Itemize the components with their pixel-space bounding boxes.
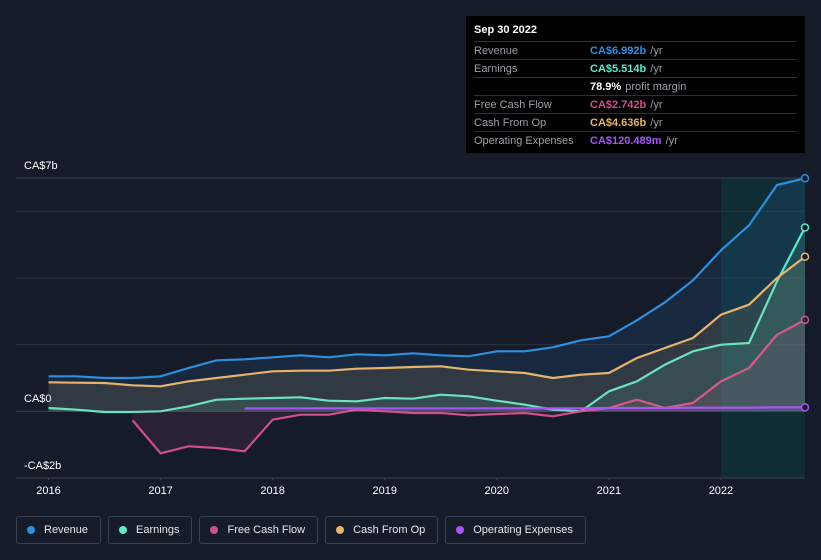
- tooltip-row: Cash From Op CA$4.636b/yr: [474, 113, 797, 131]
- legend-label: Operating Expenses: [473, 524, 573, 536]
- tooltip-value: CA$6.992b: [590, 44, 647, 57]
- x-tick-label: 2020: [485, 485, 509, 497]
- legend-item[interactable]: Revenue: [16, 516, 102, 544]
- chart: CA$7b CA$0 -CA$2b 2016 2017 2018 2019 2020 2021 2…: [16, 160, 810, 497]
- tooltip-unit: /yr: [650, 116, 663, 129]
- series-line: [48, 255, 806, 388]
- y-tick-label: -CA$2b: [24, 460, 61, 472]
- legend-label: Earnings: [136, 524, 180, 536]
- series-line: [48, 177, 806, 380]
- series-area: [132, 319, 805, 454]
- y-tick-label: CA$0: [24, 393, 52, 405]
- tooltip-unit: profit margin: [625, 80, 687, 93]
- tooltip-value: CA$5.514b: [590, 62, 647, 75]
- tooltip-unit: /yr: [665, 134, 678, 147]
- legend-item[interactable]: Earnings: [108, 516, 193, 544]
- x-tick-label: 2019: [372, 485, 396, 497]
- end-marker: [800, 174, 810, 183]
- series-line: [48, 227, 806, 414]
- legend-label: Free Cash Flow: [227, 524, 306, 536]
- end-marker: [800, 252, 810, 262]
- tooltip-row: Free Cash Flow CA$2.742b/yr: [474, 95, 797, 113]
- end-marker: [800, 223, 810, 232]
- series-line: [131, 318, 806, 455]
- tooltip-row: Operating Expenses CA$120.489m/yr: [474, 131, 797, 149]
- legend-item[interactable]: Free Cash Flow: [199, 516, 319, 544]
- series-line: [244, 406, 805, 410]
- x-tick-label: 2016: [36, 485, 60, 497]
- tooltip-unit: /yr: [650, 98, 663, 111]
- tooltip-value: CA$2.742b: [590, 98, 647, 111]
- end-marker: [800, 403, 810, 412]
- series-area: [48, 178, 806, 412]
- tooltip-label: Operating Expenses: [474, 134, 574, 147]
- tooltip: Sep 30 2022 Revenue CA$6.992b/yr Earnings C…: [466, 16, 805, 153]
- legend-label: Revenue: [44, 524, 89, 536]
- x-tick-label: 2022: [709, 485, 733, 497]
- legend-item[interactable]: Operating Expenses: [445, 516, 586, 544]
- series-area: [48, 256, 806, 412]
- tooltip-unit: /yr: [650, 44, 663, 57]
- tooltip-label: Cash From Op: [474, 116, 547, 129]
- tooltip-label: Earnings: [474, 62, 518, 75]
- x-tick-label: 2021: [597, 485, 621, 497]
- y-tick-label: CA$7b: [24, 160, 58, 172]
- legend-label: Cash From Op: [353, 524, 426, 536]
- tooltip-row: Revenue CA$6.992b/yr: [474, 41, 797, 59]
- tooltip-unit: /yr: [650, 62, 663, 75]
- series-area: [48, 227, 806, 412]
- tooltip-value: CA$120.489m: [590, 134, 662, 147]
- tooltip-value: CA$4.636b: [590, 116, 647, 129]
- legend-dot: [336, 526, 345, 534]
- tooltip-date: Sep 30 2022: [474, 24, 537, 36]
- legend-dot: [119, 526, 128, 534]
- tooltip-row: Earnings CA$5.514b/yr: [474, 59, 797, 77]
- legend-dot: [27, 526, 35, 534]
- end-marker: [800, 315, 810, 325]
- legend: Revenue Earnings Free Cash Flow Cash From O…: [16, 516, 586, 544]
- tooltip-label: Free Cash Flow: [474, 98, 552, 111]
- legend-dot: [456, 526, 465, 534]
- tooltip-row: 78.9% profit margin: [474, 77, 797, 95]
- tooltip-label: Revenue: [474, 44, 519, 57]
- legend-dot: [210, 526, 219, 534]
- legend-item[interactable]: Cash From Op: [325, 516, 439, 544]
- x-tick-label: 2018: [260, 485, 284, 497]
- tooltip-value: 78.9%: [590, 80, 622, 93]
- x-tick-label: 2017: [148, 485, 172, 497]
